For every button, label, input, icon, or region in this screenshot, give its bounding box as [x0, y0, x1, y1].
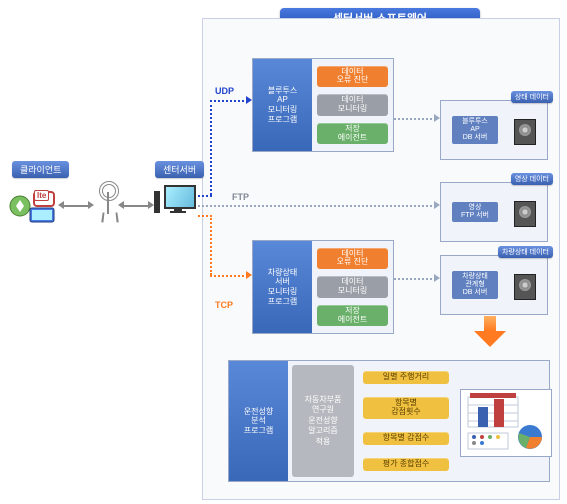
cap-veh-data: 차량상태 데이터: [498, 246, 553, 258]
server-ftp-label: 영상FTP 서버: [452, 202, 498, 221]
module-analysis: 운전성향분석프로그램 자동차부품연구원운전성향알고리즘적용 일별 주행거리 항목…: [228, 360, 550, 482]
proto-ftp: FTP: [232, 192, 249, 202]
analysis-pills: 일별 주행거리 항목별감점횟수 항목별 감점수 평가 종합점수: [358, 361, 454, 481]
module-veh-monitor: 차량상태서버모니터링프로그램 데이터오류 진단 데이터모니터링 저장에이전트: [252, 240, 394, 334]
server-veh-db: 차량상태 데이터 차량상태관계형DB 서버: [440, 255, 548, 315]
module-bt-pills: 데이터오류 진단 데이터모니터링 저장에이전트: [312, 59, 393, 151]
disk-icon: [514, 201, 536, 227]
big-arrow-down-icon: [470, 316, 510, 346]
udp-line: [210, 100, 212, 195]
pill-daily-dist: 일별 주행거리: [363, 371, 449, 384]
pill-total-score: 평가 종합점수: [363, 458, 449, 471]
ftp-line: [198, 205, 436, 207]
client-label: 클라이언트: [12, 161, 69, 178]
proto-tcp: TCP: [215, 300, 233, 310]
module-bt-monitor: 블루투스AP모니터링프로그램 데이터오류 진단 데이터모니터링 저장에이전트: [252, 58, 394, 152]
cap-video-data: 영상 데이터: [511, 173, 553, 185]
link-arrow-icon: [62, 205, 90, 207]
pill-monitor: 데이터모니터링: [317, 276, 388, 298]
udp-line: [210, 100, 248, 102]
analysis-mid-text: 자동차부품연구원운전성향알고리즘적용: [292, 365, 354, 477]
disk-icon: [514, 119, 536, 145]
module-veh-pills: 데이터오류 진단 데이터모니터링 저장에이전트: [312, 241, 393, 333]
pill-item-score: 항목별 감점수: [363, 432, 449, 445]
pill-error-diag: 데이터오류 진단: [317, 66, 388, 88]
server-ftp: 영상 데이터 영상FTP 서버: [440, 182, 548, 242]
antenna-icon: [96, 182, 120, 222]
pill-monitor: 데이터모니터링: [317, 94, 388, 116]
link-line: [394, 118, 436, 120]
lte-badge: lte: [34, 190, 49, 201]
arrowhead-icon: [88, 201, 94, 209]
server-bt-db-label: 블루투스APDB 서버: [452, 116, 498, 143]
center-server-label: 센터서버: [155, 161, 204, 178]
arrowhead-icon: [118, 201, 124, 209]
module-bt-label: 블루투스AP모니터링프로그램: [253, 59, 312, 151]
server-bt-db: 상태 데이터 블루투스APDB 서버: [440, 100, 548, 160]
pill-error-diag: 데이터오류 진단: [317, 248, 388, 270]
tcp-line: [210, 275, 248, 277]
module-analysis-label: 운전성향분석프로그램: [229, 361, 288, 481]
link-arrow-icon: [122, 205, 150, 207]
server-veh-db-label: 차량상태관계형DB 서버: [452, 271, 498, 298]
tcp-line: [210, 215, 212, 275]
analysis-chart-wrap: [454, 361, 549, 481]
arrowhead-icon: [58, 201, 64, 209]
udp-line: [198, 195, 212, 197]
cap-bt-data: 상태 데이터: [511, 91, 553, 103]
proto-udp: UDP: [215, 86, 234, 96]
module-veh-label: 차량상태서버모니터링프로그램: [253, 241, 312, 333]
link-line: [394, 278, 436, 280]
pill-store-agent: 저장에이전트: [317, 123, 388, 145]
pill-store-agent: 저장에이전트: [317, 305, 388, 327]
server-pc-icon: [160, 185, 196, 217]
analysis-chart: [460, 389, 552, 457]
pill-item-count: 항목별감점횟수: [363, 397, 449, 419]
disk-icon: [514, 274, 536, 300]
